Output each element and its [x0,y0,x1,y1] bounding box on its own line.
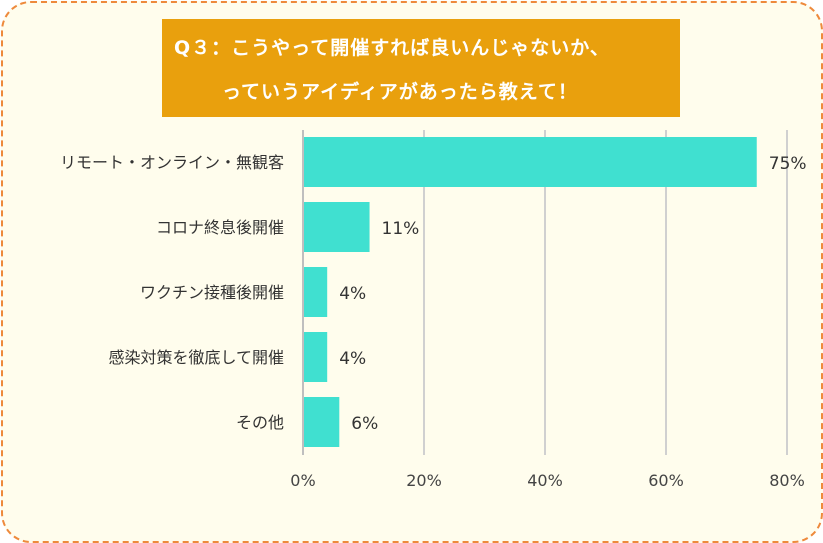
data-label: 75% [769,154,807,174]
x-tick-label: 80% [769,471,805,490]
chart-title: Q３：こうやって開催すれば良いんじゃないか、 っていうアイディアがあったら教えて… [162,19,680,117]
data-label: 4% [339,284,366,304]
category-label: その他 [236,413,284,432]
bar [304,267,328,317]
bar [304,202,370,252]
bar [304,397,340,447]
x-tick-label: 40% [527,471,563,490]
data-label: 11% [382,219,420,239]
bar [304,332,328,382]
x-tick-label: 0% [290,471,315,490]
bar [304,137,757,187]
category-label: ワクチン接種後開催 [140,283,284,302]
category-label: リモート・オンライン・無観客 [60,153,284,172]
title-line-1: Q３：こうやって開催すれば良いんじゃないか、 [174,37,610,59]
data-label: 4% [339,349,366,369]
category-label: コロナ終息後開催 [156,218,284,237]
x-tick-label: 20% [406,471,442,490]
title-line-2: っていうアイディアがあったら教えて！ [222,81,578,103]
data-label: 6% [351,414,378,434]
x-tick-label: 60% [648,471,684,490]
category-label: 感染対策を徹底して開催 [108,348,284,367]
